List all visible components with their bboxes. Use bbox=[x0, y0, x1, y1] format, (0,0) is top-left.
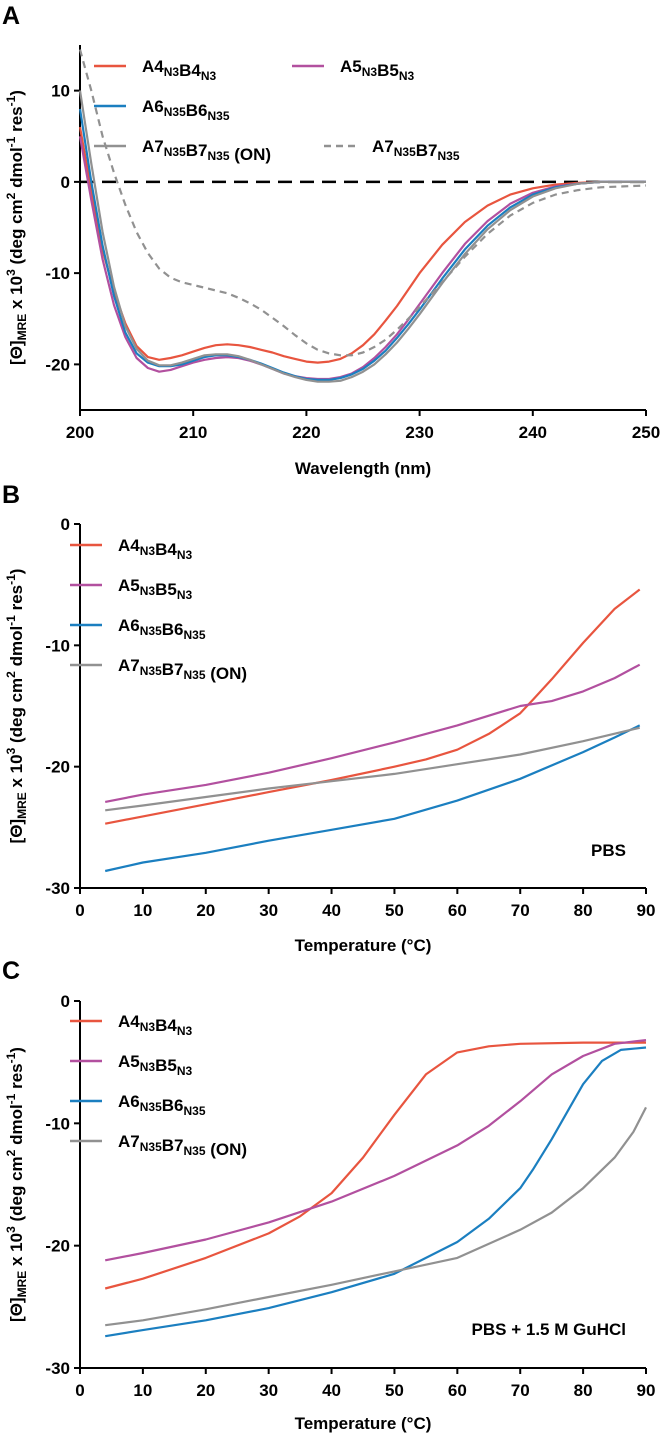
x-tick-label: 20 bbox=[196, 901, 215, 920]
series-line bbox=[104, 1041, 646, 1290]
x-tick-label: 70 bbox=[511, 1381, 530, 1400]
chart-panel-b: B 0 10 20 30 40 50 60 70 80 90 -30 -20 -10 0 A4N3B4N3 A5… bbox=[2, 481, 655, 955]
x-tick-label: 50 bbox=[385, 901, 404, 920]
panel-letter: C bbox=[2, 957, 20, 985]
x-tick-label: 90 bbox=[637, 1381, 656, 1400]
series-line bbox=[105, 726, 640, 812]
series-line bbox=[78, 126, 646, 364]
y-axis-title: [Θ]MRE x 103 (deg cm2 dmol-1 res-1) bbox=[4, 569, 29, 844]
y-axis-title: [Θ]MRE x 103 (deg cm2 dmol-1 res-1) bbox=[4, 1047, 29, 1322]
x-tick-label: 230 bbox=[405, 423, 433, 442]
y-tick-label: -20 bbox=[45, 1237, 70, 1256]
series-line bbox=[78, 136, 646, 381]
y-tick-label: -20 bbox=[45, 355, 70, 374]
legend-label: A5N3B5N3 bbox=[118, 1052, 192, 1078]
legend-label: A6N35B6N35 bbox=[118, 616, 206, 642]
x-axis-title: Temperature (°C) bbox=[295, 936, 432, 955]
series-line bbox=[104, 1039, 647, 1262]
x-tick-label: 40 bbox=[322, 901, 341, 920]
y-tick-label: 0 bbox=[61, 992, 70, 1011]
x-axis-title: Wavelength (nm) bbox=[295, 459, 431, 478]
y-tick-label: -10 bbox=[45, 1114, 70, 1133]
legend: A4N3B4N3 A5N3B5N3 A6N35B6N35 A7N35B7N35 (ON… bbox=[94, 57, 460, 164]
legend: A4N3B4N3 A5N3B5N3 A6N35B6N35 A7N35B7N35 (ON… bbox=[70, 536, 247, 683]
x-tick-label: 200 bbox=[66, 423, 94, 442]
series-line bbox=[78, 49, 647, 357]
condition-annotation: PBS + 1.5 M GuHCl bbox=[472, 1320, 626, 1339]
legend-label: A7N35B7N35 bbox=[372, 137, 460, 163]
x-tick-label: 0 bbox=[75, 901, 84, 920]
x-tick-label: 50 bbox=[385, 1381, 404, 1400]
legend-label: A6N35B6N35 bbox=[142, 97, 230, 123]
x-tick-label: 10 bbox=[133, 1381, 152, 1400]
y-tick-label: -20 bbox=[45, 758, 70, 777]
x-tick-label: 80 bbox=[574, 1381, 593, 1400]
y-tick-label: -10 bbox=[45, 636, 70, 655]
legend-label: A4N3B4N3 bbox=[118, 536, 192, 562]
x-tick-label: 20 bbox=[196, 1381, 215, 1400]
series-line bbox=[105, 1046, 647, 1338]
y-tick-label: 10 bbox=[51, 82, 70, 101]
legend-label: A5N3B5N3 bbox=[340, 57, 414, 83]
series-line bbox=[105, 1106, 647, 1327]
y-tick-label: -30 bbox=[45, 879, 70, 898]
series-line bbox=[104, 663, 641, 803]
x-axis-title: Temperature (°C) bbox=[295, 1414, 432, 1433]
legend-label: A4N3B4N3 bbox=[142, 57, 216, 83]
x-tick-label: 60 bbox=[448, 1381, 467, 1400]
x-tick-label: 30 bbox=[259, 901, 278, 920]
y-tick-label: -10 bbox=[45, 264, 70, 283]
series-line bbox=[104, 588, 641, 825]
x-tick-label: 60 bbox=[448, 901, 467, 920]
y-tick-label: -30 bbox=[45, 1359, 70, 1378]
x-tick-label: 240 bbox=[519, 423, 547, 442]
x-tick-label: 0 bbox=[75, 1381, 84, 1400]
x-tick-label: 40 bbox=[322, 1381, 341, 1400]
x-tick-label: 220 bbox=[292, 423, 320, 442]
condition-annotation: PBS bbox=[591, 841, 626, 860]
y-tick-label: 0 bbox=[61, 173, 70, 192]
x-tick-label: 10 bbox=[133, 901, 152, 920]
x-tick-label: 210 bbox=[179, 423, 207, 442]
y-tick-label: 0 bbox=[61, 515, 70, 534]
panel-letter: A bbox=[2, 2, 20, 30]
x-tick-label: 80 bbox=[574, 901, 593, 920]
y-axis-title: [Θ]MRE x 103 (deg cm2 dmol-1 res-1) bbox=[4, 90, 29, 365]
chart-panel-c: C 0 10 20 30 40 50 60 70 80 90 -30 -20 -10 0 A4N3B4N3 A5… bbox=[2, 957, 655, 1433]
y-axis-label: [Θ]MRE x 103 (deg cm2 dmol-1 res-1) bbox=[4, 1047, 29, 1322]
x-tick-label: 250 bbox=[632, 423, 660, 442]
legend: A4N3B4N3 A5N3B5N3 A6N35B6N35 A7N35B7N35 (ON… bbox=[70, 1012, 247, 1159]
y-axis-label: [Θ]MRE x 103 (deg cm2 dmol-1 res-1) bbox=[4, 90, 29, 365]
legend-label: A4N3B4N3 bbox=[118, 1012, 192, 1038]
legend-label: A7N35B7N35 (ON) bbox=[118, 656, 247, 683]
legend-label: A6N35B6N35 bbox=[118, 1092, 206, 1118]
legend-label: A5N3B5N3 bbox=[118, 576, 192, 602]
series-line bbox=[104, 724, 641, 873]
x-tick-label: 90 bbox=[637, 901, 656, 920]
legend-label: A7N35B7N35 (ON) bbox=[142, 137, 271, 164]
x-tick-label: 70 bbox=[511, 901, 530, 920]
series-line bbox=[78, 90, 646, 383]
y-axis-label: [Θ]MRE x 103 (deg cm2 dmol-1 res-1) bbox=[4, 569, 29, 844]
legend-label: A7N35B7N35 (ON) bbox=[118, 1132, 247, 1159]
x-tick-label: 30 bbox=[259, 1381, 278, 1400]
panel-letter: B bbox=[2, 481, 20, 509]
chart-panel-a: A 200 210 220 230 240 250 -20 -10 0 10 A4N3B4N3 A5N3… bbox=[2, 2, 660, 478]
